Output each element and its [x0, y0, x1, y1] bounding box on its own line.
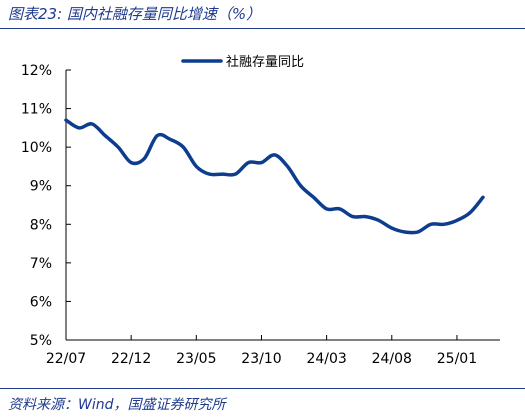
figure-source: 资料来源：Wind，国盛证券研究所 [8, 397, 226, 413]
y-tick-label: 8% [30, 217, 52, 233]
y-axis: 5% 6% 7% 8% 9% 10% 11% 12% [21, 63, 71, 349]
y-tick-label: 6% [30, 294, 52, 310]
x-tick-label: 22/07 [46, 351, 86, 367]
legend-label: 社融存量同比 [226, 54, 304, 70]
series-layer [64, 118, 485, 235]
x-tick-label: 22/12 [111, 351, 151, 367]
x-tick-label: 23/05 [176, 351, 216, 367]
x-tick-label: 24/03 [306, 351, 346, 367]
figure-title: 图表23: 国内社融存量同比增速（%） [8, 5, 262, 23]
x-tick-label: 23/10 [241, 351, 281, 367]
top-divider [0, 28, 525, 29]
legend: 社融存量同比 [181, 54, 304, 70]
y-tick-label: 10% [21, 140, 52, 156]
y-tick-label: 11% [21, 102, 52, 118]
x-tick-label: 24/08 [372, 351, 412, 367]
line-chart: 5% 6% 7% 8% 9% 10% 11% 12% 22/07 22/12 23/05 23/10… [21, 54, 500, 367]
bottom-divider [0, 388, 525, 389]
y-tick-label: 9% [30, 179, 52, 195]
y-tick-label: 12% [21, 63, 52, 79]
series-line [64, 118, 485, 235]
y-tick-label: 7% [30, 256, 52, 272]
x-axis: 22/07 22/12 23/05 23/10 24/03 24/08 25/01 [46, 335, 500, 367]
y-tick-label: 5% [30, 333, 52, 349]
x-tick-label: 25/01 [437, 351, 477, 367]
